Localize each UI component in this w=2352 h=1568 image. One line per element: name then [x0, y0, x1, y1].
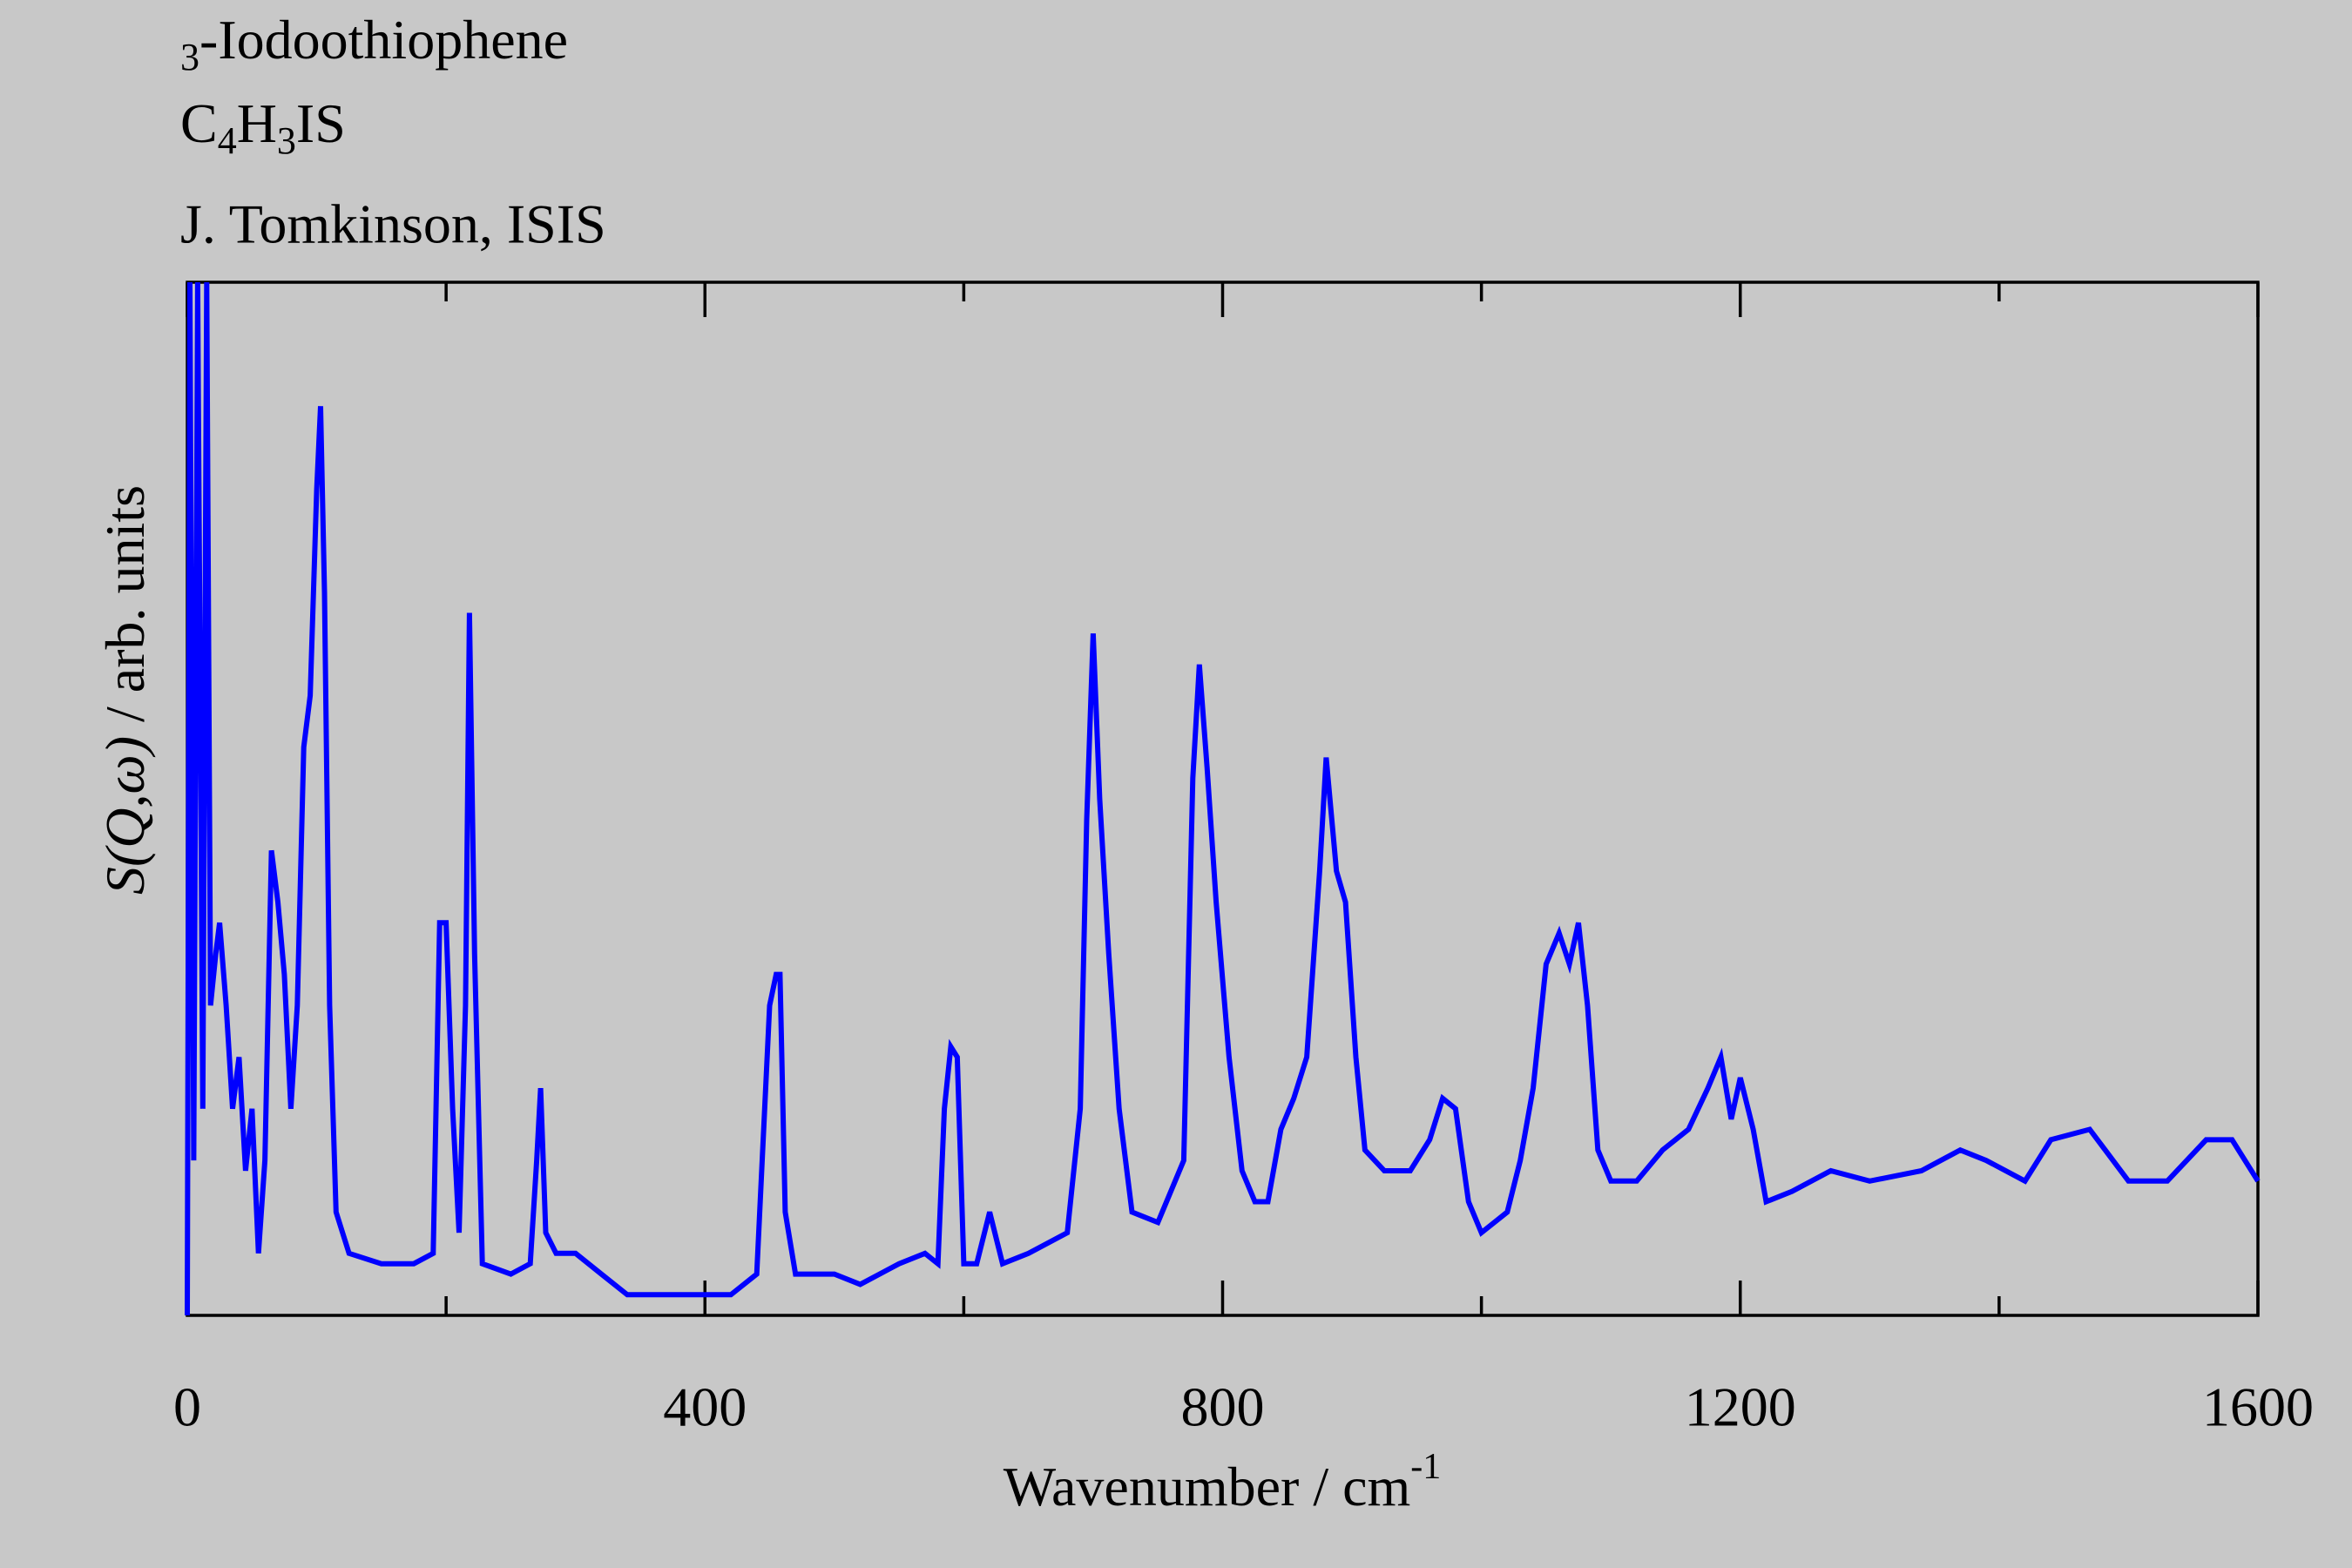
y-axis-label: S(Q,ω) / arb. units	[94, 485, 156, 895]
formula-text: p	[435, 9, 463, 71]
formula-text: i	[391, 9, 407, 71]
formula-text: C	[180, 92, 218, 154]
formula-text: d	[265, 9, 293, 71]
x-label-text: Wavenumber / cm	[1004, 1456, 1411, 1517]
x-tick-label: 800	[1181, 1376, 1265, 1438]
formula-text: o	[293, 9, 321, 71]
formula-text: o	[407, 9, 435, 71]
subscript: 3	[180, 36, 199, 78]
formula-text: I	[296, 92, 314, 154]
formula-text: o	[237, 9, 265, 71]
x-tick-label: 1600	[2202, 1376, 2314, 1438]
x-axis-label: Wavenumber / cm-1	[1004, 1447, 1442, 1517]
spectrum-line	[185, 281, 2261, 1316]
x-label-superscript: -1	[1410, 1447, 1441, 1487]
subscript: 4	[218, 119, 237, 162]
formula-text: I	[218, 9, 236, 71]
formula-text: e	[490, 9, 515, 71]
y-label-italic: S(Q,ω)	[94, 736, 156, 895]
formula-text: S	[314, 92, 346, 154]
subscript: 3	[277, 119, 296, 162]
title-line: C4H3IS	[180, 92, 346, 162]
formula-text: -	[199, 9, 218, 71]
x-tick-label: 400	[663, 1376, 747, 1438]
y-label-text: / arb. units	[94, 485, 156, 736]
formula-text: n	[516, 9, 544, 71]
formula-text: H	[237, 92, 277, 154]
x-tick-label: 0	[173, 1376, 201, 1438]
title-line: J. Tomkinson, ISIS	[180, 193, 606, 255]
plot-frame	[186, 280, 2260, 1317]
formula-text: h	[463, 9, 490, 71]
title-line: 3-Iodoothiophene	[180, 9, 568, 78]
formula-text: o	[321, 9, 348, 71]
formula-text: t	[348, 9, 364, 71]
formula-text: h	[363, 9, 391, 71]
formula-text: e	[544, 9, 568, 71]
x-tick-label: 1200	[1685, 1376, 1796, 1438]
